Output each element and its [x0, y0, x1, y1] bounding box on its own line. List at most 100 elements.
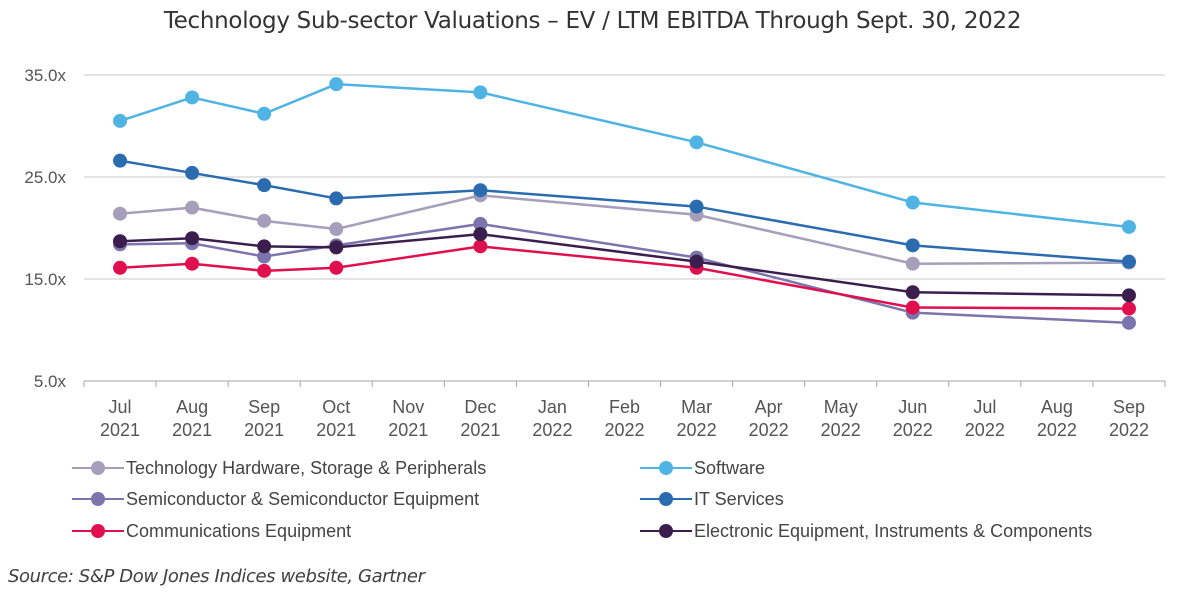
data-point[interactable] [1121, 288, 1136, 303]
x-axis: Jul 2021 Aug 2021 Sep 2021 Oct 2021 Nov 2021 Dec 20… [83, 380, 1166, 440]
data-point[interactable] [689, 199, 704, 214]
source-note: Source: S&P Dow Jones Indices website, G… [8, 566, 425, 587]
x-tick-month: May [824, 397, 858, 417]
line-chart: 5.0x 15.0x 25.0x 35.0x Jul 2021 Aug 2021 Sep 202… [24, 66, 1166, 440]
series-line [119, 232, 1129, 297]
legend-marker-icon [72, 491, 124, 507]
legend-label: Technology Hardware, Storage & Periphera… [126, 457, 487, 478]
legend-item[interactable]: IT Services [640, 483, 784, 515]
x-tick-year: 2022 [532, 420, 572, 440]
series-line [119, 159, 1130, 263]
y-tick-label: 5.0x [34, 372, 67, 391]
data-point[interactable] [185, 256, 200, 271]
x-tick-month: Nov [392, 397, 424, 417]
data-point[interactable] [257, 106, 272, 121]
data-point[interactable] [113, 113, 128, 128]
data-point[interactable] [257, 213, 272, 228]
x-tick-year: 2022 [1109, 420, 1149, 440]
data-point[interactable] [905, 256, 920, 271]
legend-item[interactable]: Communications Equipment [72, 515, 351, 547]
x-tick-month: Jul [973, 397, 996, 417]
data-point[interactable] [473, 227, 488, 242]
data-point[interactable] [905, 300, 920, 315]
legend-item[interactable]: Electronic Equipment, Instruments & Comp… [640, 515, 1092, 547]
data-point[interactable] [1121, 315, 1136, 330]
data-point[interactable] [329, 191, 344, 206]
x-tick-month: Mar [681, 397, 712, 417]
legend-marker-icon [72, 460, 124, 476]
y-tick-label: 15.0x [24, 270, 66, 289]
data-point[interactable] [329, 77, 344, 92]
series-line [119, 82, 1130, 229]
x-tick-year: 2022 [965, 420, 1005, 440]
legend-marker-icon [640, 523, 692, 539]
x-tick-month: Oct [322, 397, 350, 417]
data-point[interactable] [329, 260, 344, 275]
legend-label: IT Services [694, 488, 784, 509]
data-point[interactable] [185, 90, 200, 105]
data-point[interactable] [689, 254, 704, 269]
y-tick-label: 35.0x [24, 66, 66, 85]
x-tick-month: Aug [1041, 397, 1073, 417]
legend-label: Semiconductor & Semiconductor Equipment [126, 488, 480, 509]
y-tick-label: 25.0x [24, 168, 66, 187]
data-point[interactable] [113, 153, 128, 168]
x-tick-month: Aug [176, 397, 208, 417]
data-point[interactable] [689, 135, 704, 150]
x-tick-month: Sep [1113, 397, 1145, 417]
series-5 [113, 227, 1136, 303]
series-line [119, 245, 1129, 310]
data-point[interactable] [473, 216, 488, 231]
data-point[interactable] [113, 234, 128, 249]
x-tick-year: 2022 [821, 420, 861, 440]
data-point[interactable] [473, 183, 488, 198]
data-point[interactable] [1121, 301, 1136, 316]
x-tick-year: 2021 [388, 420, 428, 440]
series-line [119, 194, 1129, 265]
legend-item[interactable]: Technology Hardware, Storage & Periphera… [72, 452, 486, 484]
x-tick-year: 2022 [893, 420, 933, 440]
data-point[interactable] [257, 178, 272, 193]
data-point[interactable] [185, 231, 200, 246]
x-tick-year: 2022 [677, 420, 717, 440]
data-point[interactable] [1121, 219, 1136, 234]
data-point[interactable] [905, 195, 920, 210]
data-point[interactable] [1121, 254, 1136, 269]
legend-marker-icon [640, 460, 692, 476]
legend-label: Electronic Equipment, Instruments & Comp… [694, 520, 1093, 541]
data-point[interactable] [905, 285, 920, 300]
data-point[interactable] [257, 249, 272, 264]
x-tick-year: 2021 [172, 420, 212, 440]
x-tick-month: Sep [248, 397, 280, 417]
legend-label: Software [694, 457, 766, 478]
x-tick-year: 2022 [749, 420, 789, 440]
x-tick-year: 2021 [244, 420, 284, 440]
x-tick-month: Dec [464, 397, 496, 417]
series-line [120, 222, 1130, 325]
data-point[interactable] [473, 239, 488, 254]
x-tick-month: Apr [755, 397, 783, 417]
x-tick-year: 2022 [604, 420, 644, 440]
data-point[interactable] [257, 239, 272, 254]
data-point[interactable] [113, 260, 128, 275]
data-point[interactable] [185, 165, 200, 180]
data-point[interactable] [329, 222, 344, 237]
gridlines [84, 74, 1165, 280]
data-point[interactable] [185, 200, 200, 215]
x-tick-year: 2021 [460, 420, 500, 440]
series-0 [113, 188, 1136, 271]
x-tick-month: Jan [538, 397, 567, 417]
data-point[interactable] [905, 238, 920, 253]
legend: Technology Hardware, Storage & Periphera… [0, 452, 1185, 552]
legend-item[interactable]: Software [640, 452, 765, 484]
data-point[interactable] [257, 263, 272, 278]
legend-item[interactable]: Semiconductor & Semiconductor Equipment [72, 483, 479, 515]
x-tick-month: Jun [898, 397, 927, 417]
data-point[interactable] [113, 206, 128, 221]
data-point[interactable] [329, 240, 344, 255]
x-tick-month: Jul [109, 397, 132, 417]
legend-marker-icon [640, 491, 692, 507]
series-1 [113, 77, 1136, 234]
data-point[interactable] [473, 85, 488, 100]
legend-label: Communications Equipment [126, 520, 352, 541]
